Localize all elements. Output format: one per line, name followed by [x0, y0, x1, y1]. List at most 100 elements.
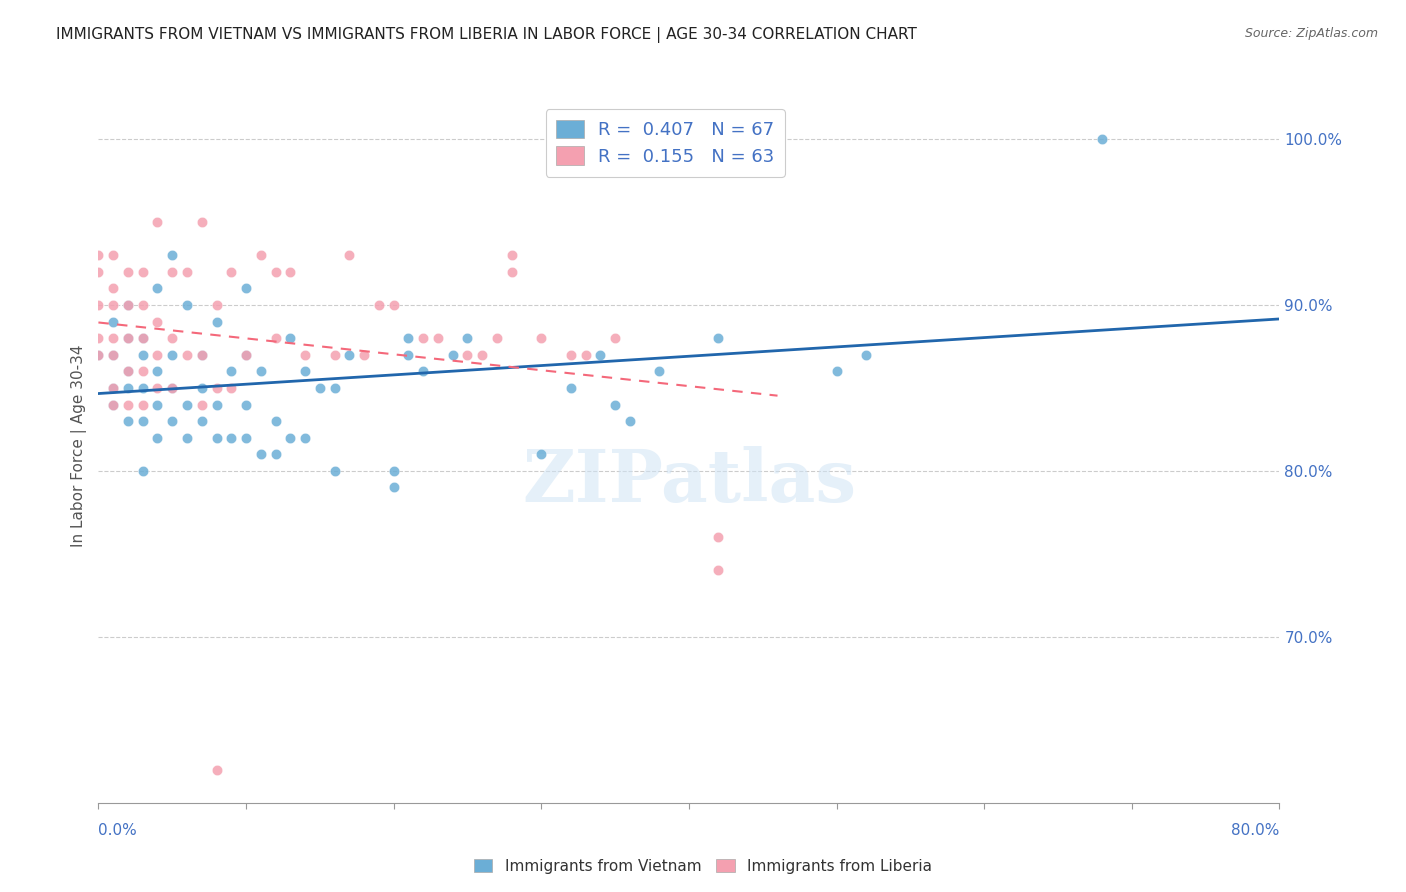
Point — [117, 397, 139, 411]
Point — [87, 348, 110, 362]
Point — [323, 381, 346, 395]
Point — [162, 265, 183, 279]
Point — [560, 348, 582, 362]
Point — [294, 348, 316, 362]
Point — [87, 298, 110, 312]
Point — [146, 397, 169, 411]
Point — [205, 397, 228, 411]
Point — [250, 248, 273, 262]
Text: Source: ZipAtlas.com: Source: ZipAtlas.com — [1244, 27, 1378, 40]
Point — [294, 364, 316, 378]
Point — [221, 381, 243, 395]
Point — [132, 331, 155, 345]
Point — [457, 348, 479, 362]
Point — [146, 314, 169, 328]
Point — [205, 381, 228, 395]
Point — [162, 248, 183, 262]
Point — [191, 348, 214, 362]
Point — [264, 414, 287, 428]
Point — [162, 414, 183, 428]
Point — [132, 397, 155, 411]
Point — [309, 381, 332, 395]
Point — [605, 397, 627, 411]
Point — [250, 364, 273, 378]
Point — [176, 265, 198, 279]
Point — [530, 331, 553, 345]
Point — [368, 298, 391, 312]
Point — [87, 265, 110, 279]
Point — [87, 248, 110, 262]
Point — [280, 431, 302, 445]
Point — [117, 364, 139, 378]
Point — [323, 348, 346, 362]
Point — [117, 298, 139, 312]
Legend: Immigrants from Vietnam, Immigrants from Liberia: Immigrants from Vietnam, Immigrants from… — [468, 853, 938, 880]
Point — [132, 364, 155, 378]
Point — [825, 364, 848, 378]
Point — [264, 447, 287, 461]
Point — [648, 364, 671, 378]
Text: 80.0%: 80.0% — [1232, 822, 1279, 838]
Point — [530, 447, 553, 461]
Point — [162, 331, 183, 345]
Point — [103, 248, 125, 262]
Point — [264, 331, 287, 345]
Point — [264, 265, 287, 279]
Point — [146, 348, 169, 362]
Point — [103, 348, 125, 362]
Point — [146, 431, 169, 445]
Point — [103, 381, 125, 395]
Point — [280, 265, 302, 279]
Point — [117, 265, 139, 279]
Point — [146, 381, 169, 395]
Point — [103, 298, 125, 312]
Point — [103, 348, 125, 362]
Point — [412, 331, 434, 345]
Point — [235, 348, 257, 362]
Point — [339, 348, 361, 362]
Point — [398, 348, 420, 362]
Point — [382, 481, 405, 495]
Point — [103, 381, 125, 395]
Point — [205, 314, 228, 328]
Point — [132, 464, 155, 478]
Point — [707, 564, 730, 578]
Point — [471, 348, 494, 362]
Point — [235, 397, 257, 411]
Point — [103, 331, 125, 345]
Point — [707, 530, 730, 544]
Point — [235, 281, 257, 295]
Point — [294, 431, 316, 445]
Point — [235, 431, 257, 445]
Point — [221, 431, 243, 445]
Point — [176, 298, 198, 312]
Point — [560, 381, 582, 395]
Point — [162, 381, 183, 395]
Point — [87, 331, 110, 345]
Text: IMMIGRANTS FROM VIETNAM VS IMMIGRANTS FROM LIBERIA IN LABOR FORCE | AGE 30-34 CO: IMMIGRANTS FROM VIETNAM VS IMMIGRANTS FR… — [56, 27, 917, 43]
Point — [501, 248, 523, 262]
Point — [235, 348, 257, 362]
Point — [132, 414, 155, 428]
Point — [132, 298, 155, 312]
Point — [205, 298, 228, 312]
Point — [191, 414, 214, 428]
Point — [486, 331, 509, 345]
Point — [589, 348, 612, 362]
Point — [191, 215, 214, 229]
Point — [221, 265, 243, 279]
Point — [221, 364, 243, 378]
Point — [575, 348, 598, 362]
Point — [339, 248, 361, 262]
Point — [117, 298, 139, 312]
Point — [117, 414, 139, 428]
Point — [205, 431, 228, 445]
Point — [205, 763, 228, 777]
Point — [457, 331, 479, 345]
Point — [250, 447, 273, 461]
Point — [117, 331, 139, 345]
Point — [619, 414, 641, 428]
Point — [382, 298, 405, 312]
Point — [427, 331, 450, 345]
Point — [1091, 132, 1114, 146]
